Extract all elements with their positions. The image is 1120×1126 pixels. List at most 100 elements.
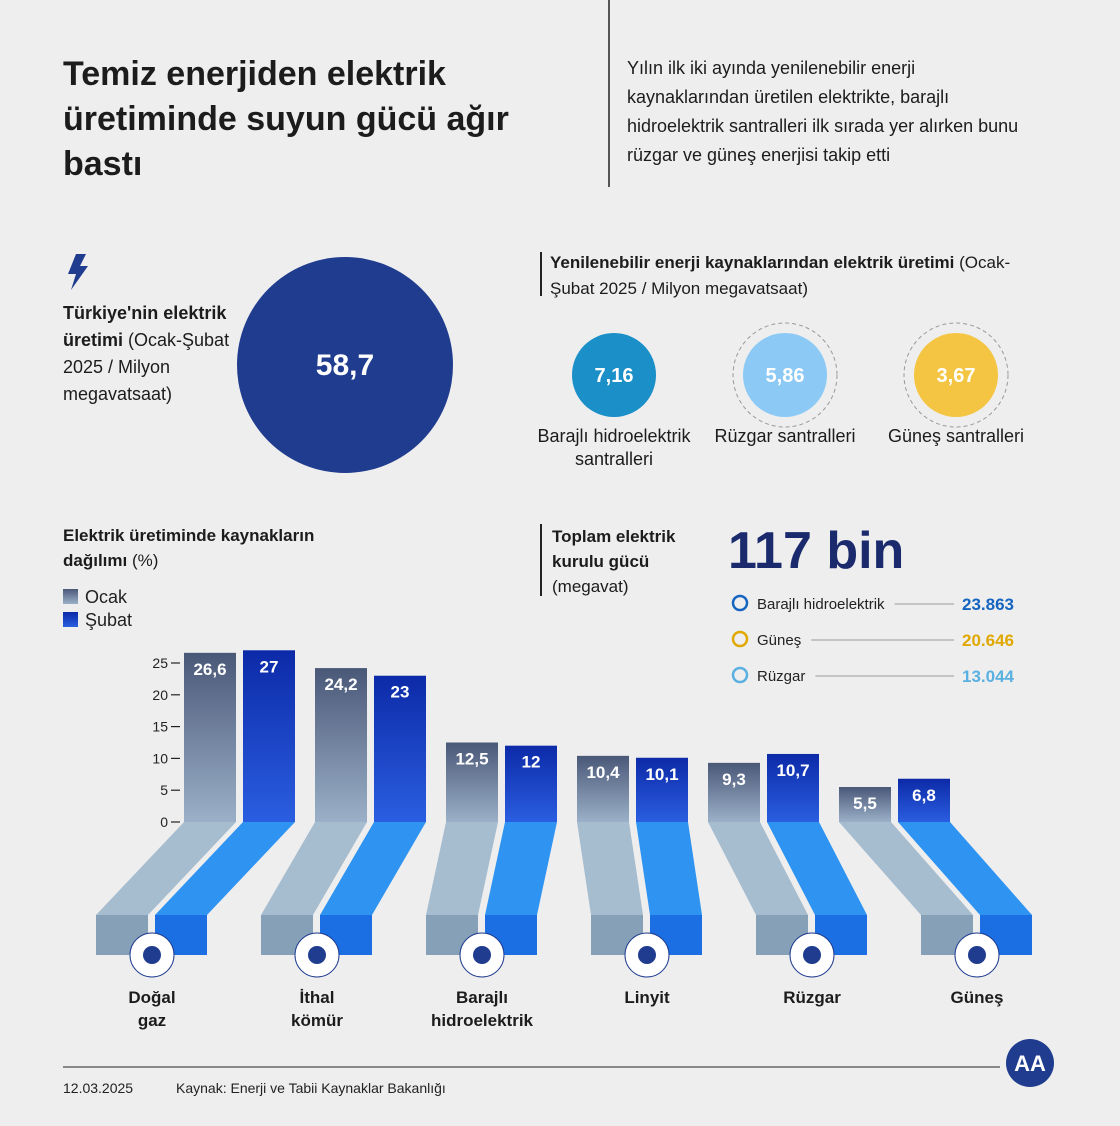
data-label: 12 <box>522 753 541 772</box>
capacity-icon <box>731 666 749 684</box>
renewables-label: Yenilenebilir enerji kaynaklarından elek… <box>550 250 1020 302</box>
y-tick-label: 0 <box>160 814 168 830</box>
renewable-circle <box>743 333 827 417</box>
dashed-ring <box>903 322 1009 428</box>
label-sub: (%) <box>131 551 159 570</box>
floor-ribbon <box>96 822 236 915</box>
label-bold: Toplam elektrik kurulu gücü <box>552 527 676 571</box>
bar <box>767 753 819 822</box>
bar <box>636 757 688 822</box>
title: Temiz enerjiden elektrik üretiminde suyu… <box>63 55 509 183</box>
category-label: Barajlı hidroelektrik <box>430 988 534 1030</box>
y-tick-label: 20 <box>152 687 168 703</box>
footer-date: 12.03.2025 <box>63 1080 133 1096</box>
logo-mark <box>1006 1039 1054 1087</box>
floor-ribbon <box>320 822 426 915</box>
capacity-name: Barajlı hidroelektrik <box>757 596 885 613</box>
renewable-label: Güneş santralleri <box>887 426 1025 446</box>
bar <box>708 762 760 822</box>
y-tick-label: 25 <box>152 655 168 671</box>
data-label: 10,1 <box>645 765 678 784</box>
logo: AA <box>1014 1051 1046 1076</box>
dashed-ring <box>732 322 838 428</box>
capacity-icon <box>731 630 749 648</box>
renewable-label: Rüzgar santralleri <box>714 426 856 446</box>
y-tick-label: 15 <box>152 719 168 735</box>
bar <box>577 755 629 822</box>
production-label: Türkiye'nin elektrik üretimi (Ocak-Şubat… <box>63 300 233 408</box>
production-circle <box>237 257 453 473</box>
capacity-icon <box>731 594 749 612</box>
renewable-circle <box>572 333 656 417</box>
floor-ribbon <box>898 822 1032 915</box>
label-bold: Yenilenebilir enerji kaynaklarından elek… <box>550 253 955 272</box>
chart-title: Elektrik üretiminde kaynakların dağılımı… <box>63 523 323 573</box>
bar <box>839 787 891 822</box>
renewable-label: Barajlı hidroelektrik santralleri <box>537 426 691 469</box>
label-sub: (megavat) <box>552 577 629 596</box>
bar <box>374 675 426 822</box>
capacity-value: 20.646 <box>962 631 1014 650</box>
data-label: 12,5 <box>455 750 488 769</box>
category-label: Güneş <box>950 988 1004 1007</box>
category-icon-glyph <box>803 946 821 964</box>
category-label: Doğal gaz <box>128 988 176 1030</box>
category-icon-glyph <box>638 946 656 964</box>
floor-ribbon <box>155 822 295 915</box>
renewable-value: 7,16 <box>595 365 634 387</box>
bar <box>505 745 557 822</box>
bar <box>315 668 367 822</box>
floor-ribbon <box>577 822 643 915</box>
capacity-name: Güneş <box>757 632 801 649</box>
category-icon-glyph <box>143 946 161 964</box>
category-label: İthal kömür <box>291 988 343 1030</box>
legend-swatch <box>63 612 78 627</box>
floor-ribbon <box>636 822 702 915</box>
bar <box>898 778 950 822</box>
data-label: 27 <box>260 657 279 676</box>
capacity-value: 23.863 <box>962 595 1014 614</box>
data-label: 5,5 <box>853 794 877 813</box>
label-sub: (Ocak-Şubat 2025 / Milyon megavatsaat) <box>63 330 230 404</box>
renewable-value: 5,86 <box>766 365 805 387</box>
production-value: 58,7 <box>316 349 374 382</box>
category-icon-glyph <box>473 946 491 964</box>
lightning-icon <box>68 254 88 290</box>
label-bold: Türkiye'nin elektrik üretimi <box>63 303 227 350</box>
label-sub: (Ocak-Şubat 2025 / Milyon megavatsaat) <box>550 253 1011 298</box>
data-label: 6,8 <box>912 786 936 805</box>
bar <box>446 742 498 822</box>
bar <box>243 650 295 822</box>
capacity-total: 117 bin <box>728 522 904 580</box>
bar <box>184 652 236 822</box>
data-label: 24,2 <box>324 675 357 694</box>
data-label: 23 <box>391 683 410 702</box>
summary: Yılın ilk iki ayında yenilenebilir enerj… <box>627 58 1019 165</box>
y-tick-label: 5 <box>160 782 168 798</box>
floor-ribbon <box>261 822 367 915</box>
footer-source: Kaynak: Enerji ve Tabii Kaynaklar Bakanl… <box>176 1080 446 1096</box>
data-label: 26,6 <box>193 660 226 679</box>
data-label: 10,4 <box>586 763 620 782</box>
capacity-label: Toplam elektrik kurulu gücü (megavat) <box>552 524 722 599</box>
floor-ribbon <box>708 822 808 915</box>
category-icon-glyph <box>968 946 986 964</box>
legend-label: Şubat <box>85 610 132 630</box>
floor-ribbon <box>839 822 973 915</box>
legend-swatch <box>63 589 78 604</box>
category-label: Rüzgar <box>783 988 841 1007</box>
data-label: 10,7 <box>776 761 809 780</box>
capacity-name: Rüzgar <box>757 668 805 685</box>
capacity-value: 13.044 <box>962 667 1015 686</box>
y-tick-label: 10 <box>152 750 168 766</box>
renewable-circle <box>914 333 998 417</box>
floor-ribbon <box>426 822 498 915</box>
category-icon-glyph <box>308 946 326 964</box>
renewable-value: 3,67 <box>937 365 976 387</box>
data-label: 9,3 <box>722 770 746 789</box>
floor-ribbon <box>485 822 557 915</box>
label-bold: Elektrik üretiminde kaynakların dağılımı <box>63 526 315 570</box>
floor-ribbon <box>767 822 867 915</box>
